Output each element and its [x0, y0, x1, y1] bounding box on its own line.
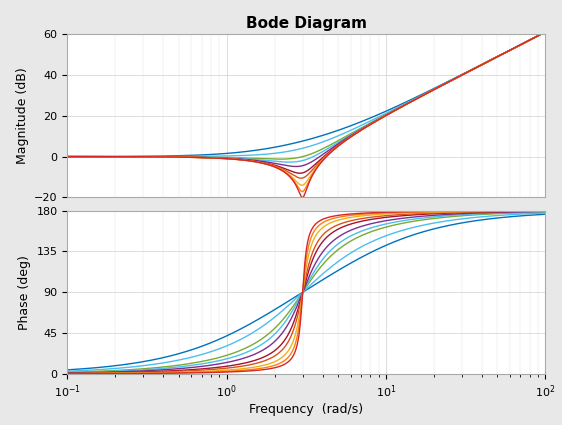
- Y-axis label: Phase (deg): Phase (deg): [18, 255, 31, 330]
- Title: Bode Diagram: Bode Diagram: [246, 17, 367, 31]
- Y-axis label: Magnitude (dB): Magnitude (dB): [16, 67, 29, 164]
- X-axis label: Frequency  (rad/s): Frequency (rad/s): [249, 403, 364, 416]
